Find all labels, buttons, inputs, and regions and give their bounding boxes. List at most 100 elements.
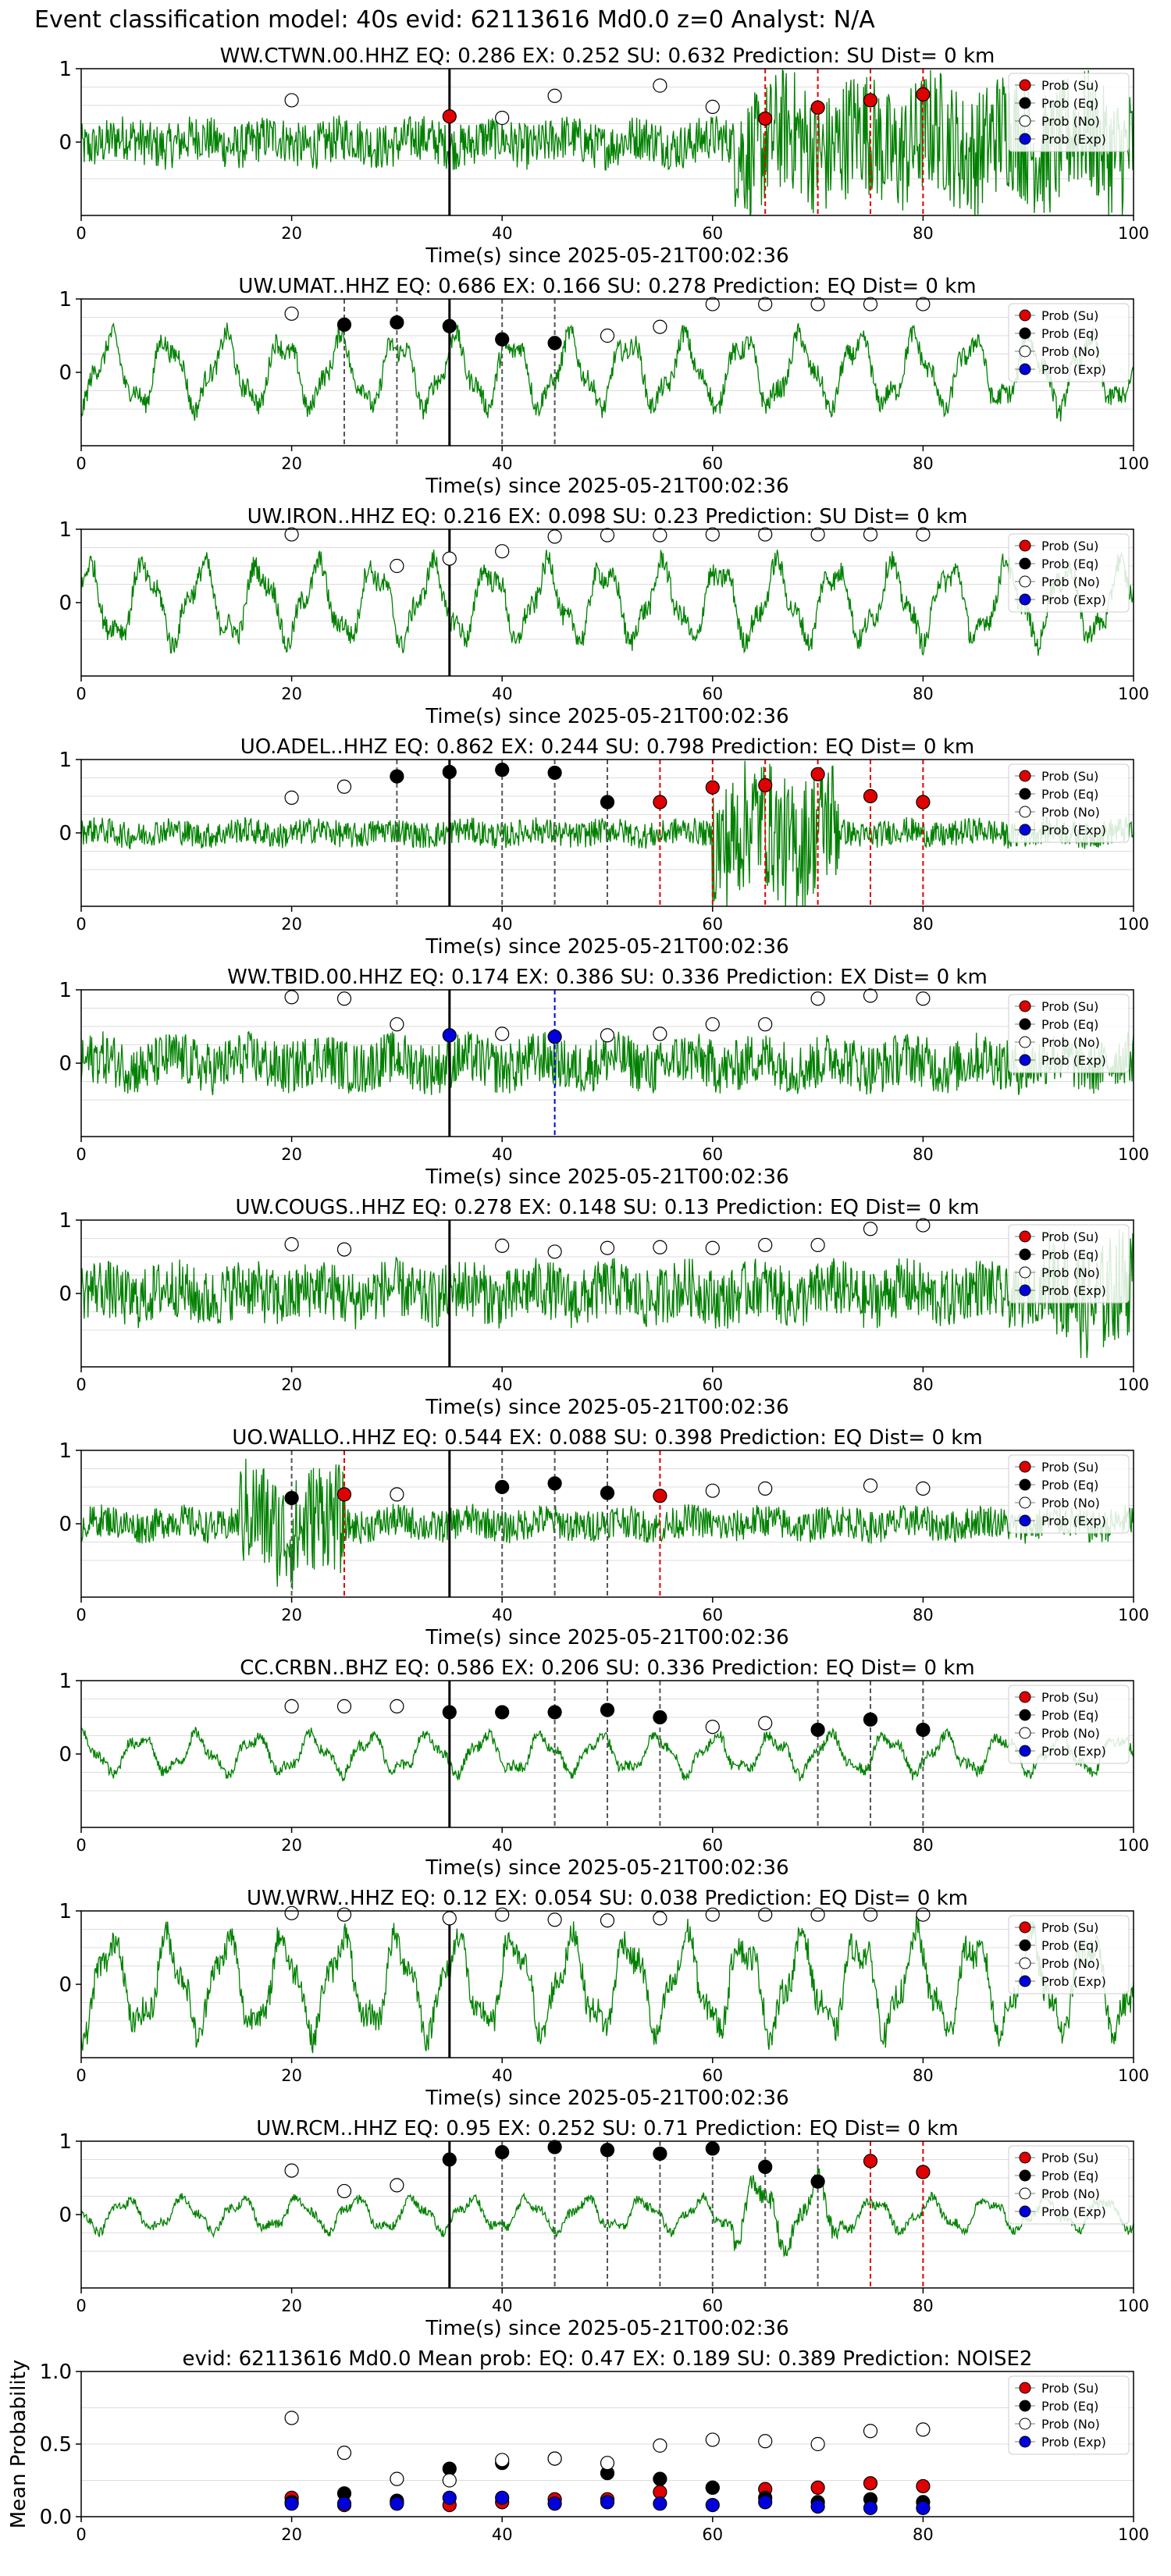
legend-marker-su (1019, 2382, 1031, 2394)
subplot-5: WW.TBID.00.HHZ EQ: 0.174 EX: 0.386 SU: 0… (59, 966, 1149, 1189)
x-tick-label: 60 (702, 2525, 723, 2544)
prob-point-no (916, 1218, 931, 1233)
prob-point-eq (600, 1703, 615, 1717)
legend-marker-exp (1019, 593, 1031, 606)
mean-point-no (442, 2473, 457, 2488)
subplot-title: CC.CRBN..BHZ EQ: 0.586 EX: 0.206 SU: 0.3… (240, 1656, 974, 1680)
prob-point-no (653, 78, 667, 93)
prob-point-no (705, 297, 720, 311)
x-tick-label: 100 (1118, 224, 1149, 243)
mean-point-exp (600, 2495, 615, 2510)
prob-point-no (600, 1913, 615, 1928)
mean-point-no (547, 2451, 562, 2466)
legend-label: Prob (Eq) (1041, 326, 1098, 341)
y-tick-label: 0.0 (40, 2506, 72, 2529)
mean-point-no (390, 2471, 404, 2486)
legend-marker-no (1019, 115, 1031, 127)
prob-point-eq (547, 1476, 562, 1491)
y-tick-label: 0 (59, 361, 72, 385)
prob-point-eq (810, 2174, 825, 2189)
x-tick-label: 100 (1118, 1375, 1149, 1394)
subplot-4: UO.ADEL..HHZ EQ: 0.862 EX: 0.244 SU: 0.7… (59, 735, 1149, 959)
legend: Prob (Su) Prob (Eq) Prob (No) Prob (Exp) (1008, 994, 1130, 1073)
legend-label: Prob (Su) (1041, 1229, 1098, 1244)
prob-point-no (547, 1244, 562, 1259)
x-axis-label: Time(s) since 2025-05-21T00:02:36 (425, 475, 788, 498)
y-axis-label: Mean Probability (7, 2360, 30, 2529)
y-tick-label: 1 (59, 518, 72, 542)
prob-point-no (758, 297, 773, 311)
legend-label: Prob (Exp) (1041, 823, 1106, 838)
legend-label: Prob (Eq) (1041, 1478, 1098, 1493)
x-tick-label: 0 (76, 2525, 86, 2544)
y-tick-label: 0 (59, 822, 72, 845)
prob-point-no (336, 1907, 352, 1922)
plot-area (81, 1911, 1134, 2058)
prob-point-eq (390, 315, 404, 330)
waveform-trace (81, 1916, 1134, 2054)
prob-point-eq (547, 765, 562, 781)
legend-label: Prob (Eq) (1041, 2399, 1098, 2414)
prob-point-eq (600, 1485, 615, 1500)
prob-point-su (916, 2165, 931, 2179)
legend-box (1008, 763, 1130, 843)
legend-marker-no (1019, 806, 1031, 818)
legend-marker-exp (1019, 2435, 1031, 2448)
y-tick-label: 1 (59, 979, 72, 1002)
legend-marker-exp (1019, 133, 1031, 145)
prob-point-no (916, 527, 931, 542)
x-tick-label: 100 (1118, 915, 1149, 934)
legend-label: Prob (Su) (1041, 539, 1098, 553)
y-tick-label: 0 (59, 592, 72, 615)
x-tick-label: 40 (492, 2525, 513, 2544)
waveform-trace (81, 2165, 1134, 2258)
x-axis-label: Time(s) since 2025-05-21T00:02:36 (425, 705, 788, 728)
x-tick-label: 20 (281, 1606, 302, 1624)
x-tick-label: 0 (76, 454, 86, 473)
legend-label: Prob (No) (1041, 344, 1100, 359)
prob-point-eq (390, 769, 404, 784)
waveform-trace (81, 1030, 1134, 1095)
x-tick-label: 80 (913, 1145, 934, 1164)
subplot-9: UW.WRW..HHZ EQ: 0.12 EX: 0.054 SU: 0.038… (59, 1887, 1149, 2110)
x-tick-label: 20 (281, 685, 302, 703)
prob-point-no (758, 1907, 773, 1922)
legend-marker-no (1019, 1496, 1031, 1509)
mean-point-no (284, 2411, 299, 2425)
legend-marker-exp (1019, 1975, 1031, 1987)
x-tick-label: 40 (492, 224, 513, 243)
legend-marker-no (1019, 575, 1031, 588)
mean-point-no (600, 2456, 615, 2471)
prob-point-no (495, 110, 510, 126)
prob-point-eq (495, 332, 510, 347)
legend-box (1008, 1685, 1130, 1764)
legend-marker-no (1019, 2418, 1031, 2430)
prob-point-no (863, 988, 878, 1003)
prob-point-su (916, 87, 931, 102)
legend-label: Prob (Eq) (1041, 1938, 1098, 1953)
legend: Prob (Su) Prob (Eq) Prob (No) Prob (Exp) (1008, 1454, 1130, 1534)
mean-point-no (863, 2424, 878, 2439)
subplot-8: CC.CRBN..BHZ EQ: 0.586 EX: 0.206 SU: 0.3… (59, 1656, 1149, 1880)
prob-point-no (600, 1028, 615, 1043)
prob-point-no (442, 551, 457, 566)
prob-point-exp (442, 1028, 457, 1043)
waveform-trace (81, 69, 1134, 215)
x-tick-label: 0 (76, 1145, 86, 1164)
prob-point-no (336, 2183, 352, 2199)
prob-point-no (810, 991, 825, 1006)
legend-label: Prob (Eq) (1041, 2169, 1098, 2183)
x-axis-label: Time(s) since 2025-05-21T00:02:36 (425, 935, 788, 959)
prob-point-no (705, 1720, 720, 1735)
legend: Prob (Su) Prob (Eq) Prob (No) Prob (Exp) (1008, 763, 1130, 843)
plot-area (81, 760, 1134, 906)
legend-marker-exp (1019, 2205, 1031, 2218)
subplot-title: UW.RCM..HHZ EQ: 0.95 EX: 0.252 SU: 0.71 … (256, 2117, 958, 2140)
prob-point-no (653, 1240, 667, 1254)
prob-point-no (547, 529, 562, 544)
y-tick-label: 0 (59, 1052, 72, 1076)
legend-marker-no (1019, 2187, 1031, 2200)
y-tick-label: 0 (59, 2204, 72, 2227)
x-tick-label: 20 (281, 1375, 302, 1394)
